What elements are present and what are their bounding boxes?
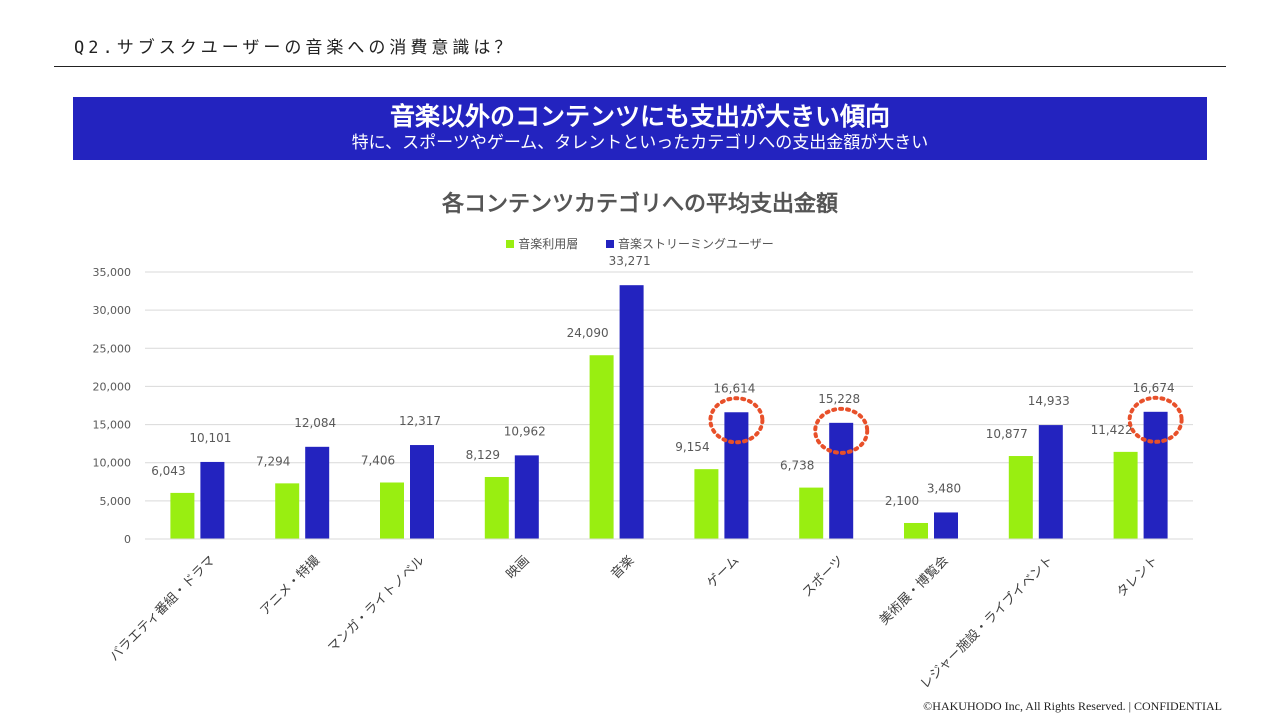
bar-streaming-users	[620, 285, 644, 539]
data-label: 2,100	[885, 494, 919, 508]
bar-streaming-users	[1039, 425, 1063, 539]
bar-streaming-users	[1144, 412, 1168, 539]
bar-music-users	[1009, 456, 1033, 539]
bar-music-users	[275, 483, 299, 539]
data-label: 10,962	[504, 424, 546, 438]
data-label: 16,674	[1133, 381, 1175, 395]
data-label: 14,933	[1028, 394, 1070, 408]
y-tick-label: 10,000	[93, 457, 132, 470]
data-label: 33,271	[609, 254, 651, 268]
bar-music-users	[485, 477, 509, 539]
x-category-label: バラエティ番組・ドラマ	[107, 553, 218, 664]
bar-streaming-users	[515, 455, 539, 539]
bar-music-users	[904, 523, 928, 539]
bar-music-users	[590, 355, 614, 539]
bar-streaming-users	[410, 445, 434, 539]
bar-music-users	[1114, 452, 1138, 539]
data-label: 15,228	[818, 392, 860, 406]
bar-streaming-users	[200, 462, 224, 539]
data-label: 24,090	[567, 326, 609, 340]
y-tick-label: 5,000	[100, 495, 132, 508]
data-label: 9,154	[675, 440, 709, 454]
x-category-label: スポーツ	[800, 553, 847, 600]
bar-streaming-users	[829, 423, 853, 539]
bar-music-users	[694, 469, 718, 539]
data-label: 16,614	[713, 381, 755, 395]
data-label: 11,422	[1091, 423, 1133, 437]
x-category-label: マンガ・ライトノベル	[325, 553, 428, 656]
data-label: 12,317	[399, 414, 441, 428]
data-label: 6,043	[151, 464, 185, 478]
bar-music-users	[799, 488, 823, 539]
bar-music-users	[380, 483, 404, 539]
data-label: 8,129	[466, 448, 500, 462]
data-label: 6,738	[780, 459, 814, 473]
bar-streaming-users	[724, 412, 748, 539]
bar-music-users	[170, 493, 194, 539]
copyright-footer: ©HAKUHODO Inc, All Rights Reserved. | CO…	[923, 699, 1222, 714]
x-category-label: 美術展・博覧会	[876, 553, 952, 629]
x-category-label: アニメ・特撮	[257, 553, 323, 619]
data-label: 10,101	[189, 431, 231, 445]
data-label: 10,877	[986, 427, 1028, 441]
x-category-label: タレント	[1114, 553, 1161, 600]
data-label: 3,480	[927, 481, 961, 495]
data-label: 7,406	[361, 454, 395, 468]
y-tick-label: 30,000	[93, 304, 132, 317]
y-tick-label: 25,000	[93, 342, 132, 355]
y-tick-label: 15,000	[93, 419, 132, 432]
x-category-label: 映画	[504, 553, 533, 582]
y-tick-label: 0	[124, 533, 131, 546]
bar-streaming-users	[305, 447, 329, 539]
x-category-label: ゲーム	[704, 553, 742, 591]
data-label: 7,294	[256, 454, 290, 468]
x-category-label: 音楽	[608, 553, 638, 583]
y-tick-label: 35,000	[93, 266, 132, 279]
data-label: 12,084	[294, 416, 336, 430]
y-tick-label: 20,000	[93, 380, 132, 393]
bar-streaming-users	[934, 512, 958, 539]
